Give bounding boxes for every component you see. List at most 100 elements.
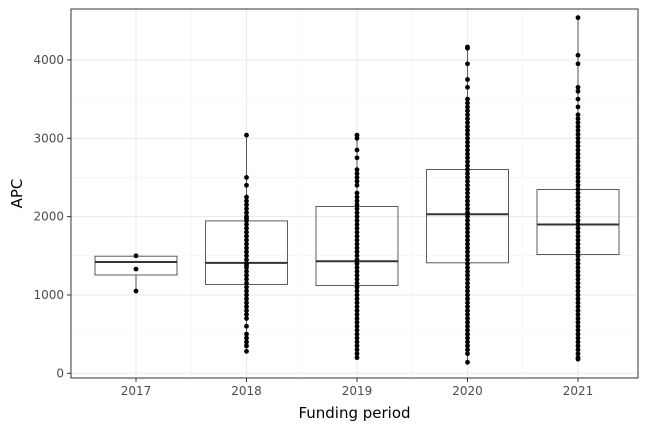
data-point [354,292,360,298]
data-point [465,308,470,314]
data-point [244,312,249,317]
data-point [354,327,360,333]
data-point [575,288,581,294]
data-point [133,253,139,259]
data-point [575,253,581,259]
data-point [354,272,360,278]
data-point [465,120,470,125]
data-point [575,167,581,173]
data-point [465,61,470,67]
data-point [465,292,470,298]
data-point [575,143,581,149]
data-point [575,96,581,102]
data-point [465,284,470,290]
data-point [465,272,470,278]
y-tick-label: 1000 [33,288,64,302]
data-point [575,265,581,270]
data-point [244,225,249,231]
data-point [575,245,581,251]
data-point [354,331,360,337]
data-point [244,132,249,138]
y-tick-label: 3000 [33,131,64,145]
data-point [244,280,249,286]
data-point [465,143,470,149]
data-point [465,210,470,216]
data-point [575,272,581,278]
data-point [465,241,470,247]
data-point [465,312,470,317]
data-point [575,198,581,204]
y-tick-label: 4000 [33,53,64,67]
data-point [465,167,470,173]
data-point [354,202,360,208]
data-point [354,276,360,282]
data-point [575,190,581,196]
data-point [465,151,470,157]
data-point [244,272,249,278]
data-point [354,280,360,286]
data-point [575,218,581,223]
x-tick-label: 2017 [121,384,152,398]
data-point [575,308,581,314]
data-point [575,233,581,239]
data-point [575,312,581,317]
data-point [575,135,581,141]
plot-panel-background [71,9,638,378]
data-point [465,96,470,102]
data-point [244,245,249,251]
data-point [575,257,581,263]
data-point [575,104,581,110]
data-point [575,356,581,362]
data-point [354,135,360,141]
plot-panel-border [70,8,639,379]
data-point [244,222,249,227]
data-point [465,104,470,110]
data-point [575,284,581,290]
data-point [575,237,581,243]
data-point [244,304,249,310]
data-point [354,194,360,200]
data-point [575,300,581,306]
x-tick-label: 2019 [342,384,373,398]
data-point [465,351,470,357]
data-point [354,316,360,321]
y-tick-label: 0 [56,366,64,380]
data-point [465,159,470,165]
data-point [354,308,360,314]
data-point [575,225,581,231]
data-point [465,84,470,90]
data-point [575,347,581,353]
data-point [575,124,581,129]
y-axis-ticks: 0 1000 2000 3000 4000 [33,53,71,380]
data-point [575,222,581,227]
data-point [575,52,581,58]
data-point [575,61,581,67]
data-point [465,245,470,251]
data-point [465,327,470,333]
data-point [575,331,581,337]
data-point [244,241,249,247]
data-point [354,214,360,220]
data-point [354,269,360,274]
data-point [244,233,249,239]
data-point [354,155,360,161]
data-point [465,300,470,306]
data-point [354,225,360,231]
data-point [465,163,470,169]
data-point [465,139,470,145]
x-tick-label: 2021 [563,384,594,398]
data-point [244,276,249,282]
data-point [575,261,581,267]
data-point [244,253,249,259]
data-point [244,323,249,329]
data-point [354,300,360,306]
data-point [354,323,360,329]
data-point [465,276,470,282]
data-point [465,265,470,270]
x-tick-label: 2018 [231,384,262,398]
data-point [465,147,470,153]
data-point [575,131,581,137]
data-point [354,257,360,263]
data-point [465,178,470,184]
